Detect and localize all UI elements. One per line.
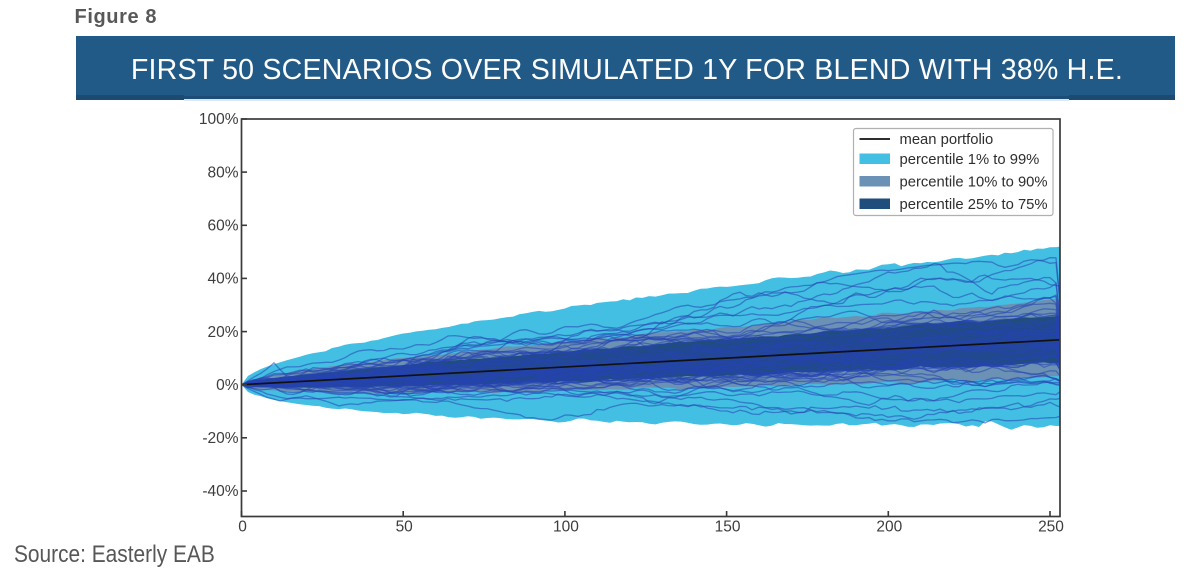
svg-text:60%: 60% bbox=[207, 218, 238, 235]
svg-text:percentile 25% to 75%: percentile 25% to 75% bbox=[900, 197, 1048, 213]
svg-text:40%: 40% bbox=[207, 271, 238, 288]
svg-text:100: 100 bbox=[553, 519, 579, 536]
svg-text:50: 50 bbox=[396, 519, 414, 536]
svg-text:percentile 10% to 90%: percentile 10% to 90% bbox=[900, 174, 1048, 190]
svg-text:0: 0 bbox=[238, 519, 247, 536]
svg-text:-40%: -40% bbox=[202, 483, 238, 500]
svg-text:-20%: -20% bbox=[202, 430, 238, 447]
svg-text:80%: 80% bbox=[207, 164, 238, 181]
svg-text:mean portfolio: mean portfolio bbox=[900, 132, 994, 148]
svg-text:0%: 0% bbox=[216, 377, 239, 394]
svg-text:20%: 20% bbox=[207, 324, 238, 341]
svg-text:200: 200 bbox=[876, 519, 902, 536]
svg-text:100%: 100% bbox=[199, 111, 239, 128]
svg-text:150: 150 bbox=[715, 519, 741, 536]
svg-text:250: 250 bbox=[1038, 519, 1064, 536]
svg-text:percentile 1% to 99%: percentile 1% to 99% bbox=[900, 152, 1040, 168]
